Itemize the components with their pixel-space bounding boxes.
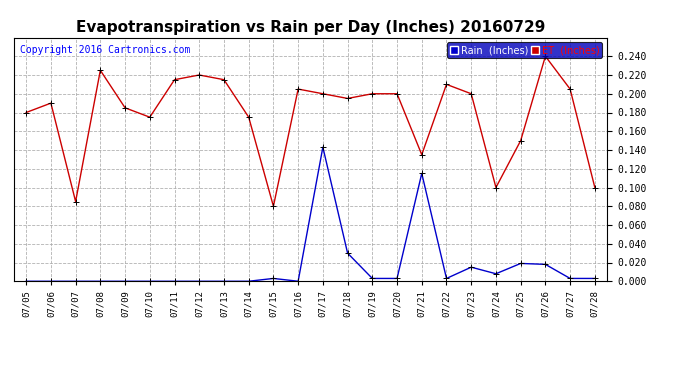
Legend: Rain  (Inches), ET  (Inches): Rain (Inches), ET (Inches) <box>447 42 602 58</box>
Text: Copyright 2016 Cartronics.com: Copyright 2016 Cartronics.com <box>20 45 190 55</box>
Title: Evapotranspiration vs Rain per Day (Inches) 20160729: Evapotranspiration vs Rain per Day (Inch… <box>76 20 545 35</box>
